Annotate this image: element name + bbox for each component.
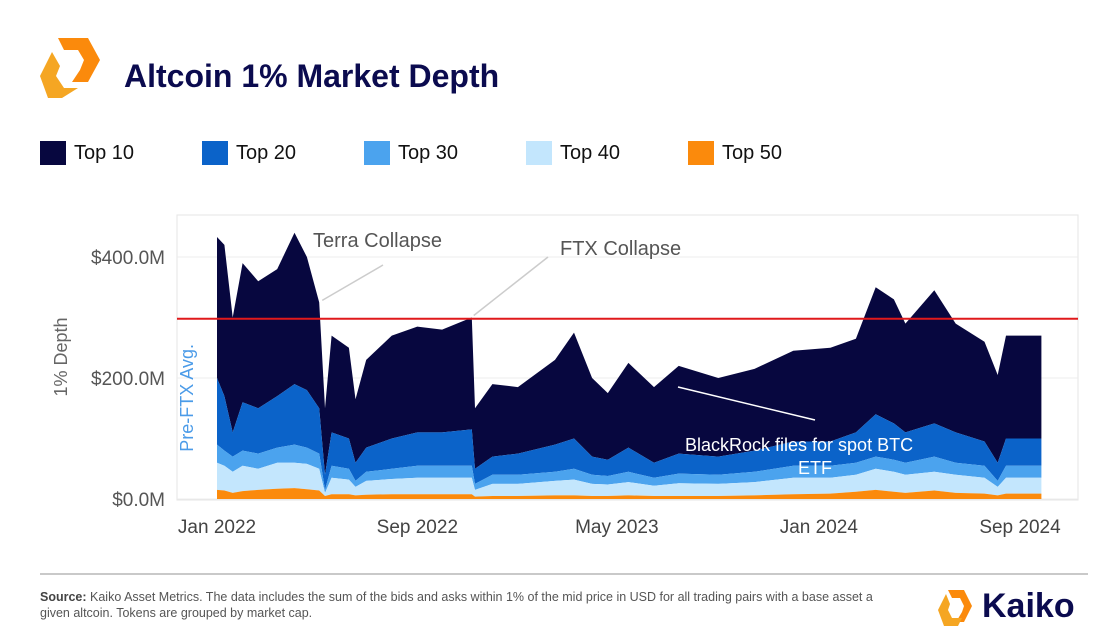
y-tick-label: $400.0M bbox=[91, 248, 165, 269]
area-top-40 bbox=[217, 462, 1042, 497]
kaiko-footer-logo-icon bbox=[938, 590, 972, 626]
legend-label: Top 40 bbox=[560, 141, 621, 164]
legend-item: Top 50 bbox=[688, 141, 782, 165]
area-top-20 bbox=[217, 378, 1042, 490]
legend-item: Top 10 bbox=[40, 141, 134, 165]
blackrock-annotation-label: BlackRock files for spot BTC bbox=[685, 435, 913, 455]
y-tick-label: $0.0M bbox=[112, 490, 165, 511]
source-text: Kaiko Asset Metrics. The data includes t… bbox=[40, 590, 873, 620]
legend-item: Top 20 bbox=[202, 141, 296, 165]
legend-item: Top 30 bbox=[364, 141, 458, 165]
page-title: Altcoin 1% Market Depth bbox=[124, 58, 500, 94]
ftx-annotation-line bbox=[473, 256, 549, 317]
area-top-10 bbox=[217, 232, 1042, 475]
legend-label: Top 20 bbox=[236, 141, 297, 164]
legend-label: Top 50 bbox=[722, 141, 783, 164]
x-tick-label: May 2023 bbox=[575, 517, 658, 538]
terra-annotation-line bbox=[321, 264, 384, 302]
x-tick-label: Jan 2022 bbox=[178, 517, 256, 538]
legend-swatch bbox=[364, 141, 390, 165]
y-axis-label: 1% Depth bbox=[51, 317, 71, 396]
pre-ftx-avg-label: Pre-FTX Avg. bbox=[177, 344, 197, 452]
kaiko-logo-icon bbox=[40, 38, 100, 98]
x-tick-label: Sep 2024 bbox=[979, 517, 1061, 538]
x-tick-label: Sep 2022 bbox=[377, 517, 458, 538]
plot-frame bbox=[176, 214, 1079, 501]
blackrock-annotation-line bbox=[677, 386, 816, 421]
area-top-30 bbox=[217, 444, 1042, 493]
ftx-annotation-label: FTX Collapse bbox=[560, 238, 681, 260]
legend-swatch bbox=[688, 141, 714, 165]
area-top-50 bbox=[217, 488, 1042, 499]
legend-swatch bbox=[40, 141, 66, 165]
footer-divider bbox=[40, 573, 1088, 575]
source-label: Source: bbox=[40, 590, 87, 604]
legend-label: Top 10 bbox=[74, 141, 135, 164]
blackrock-annotation-label-line2: ETF bbox=[798, 458, 832, 478]
y-tick-label: $200.0M bbox=[91, 369, 165, 390]
source-note: Source: Kaiko Asset Metrics. The data in… bbox=[40, 589, 890, 621]
brand-name: Kaiko bbox=[982, 587, 1075, 625]
terra-annotation-label: Terra Collapse bbox=[313, 230, 442, 252]
legend-item: Top 40 bbox=[526, 141, 620, 165]
legend-label: Top 30 bbox=[398, 141, 459, 164]
legend-swatch bbox=[202, 141, 228, 165]
legend-swatch bbox=[526, 141, 552, 165]
x-tick-label: Jan 2024 bbox=[780, 517, 859, 538]
